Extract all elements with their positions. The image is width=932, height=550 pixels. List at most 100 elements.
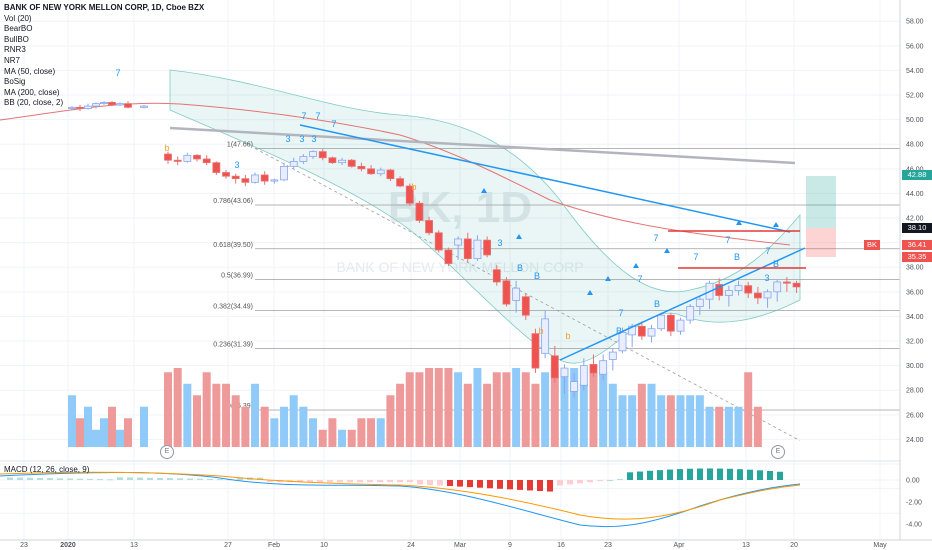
macd-histogram-bar [107,479,113,481]
long-position-tool[interactable] [806,176,836,257]
volume-bar [173,368,182,447]
volume-bar [202,372,211,447]
volume-bar [473,368,482,447]
candle-body [570,381,579,392]
legend-item[interactable]: NR7 [4,55,21,65]
volume-bar [570,368,579,447]
legend-item[interactable]: BearBO [4,24,33,34]
price-tick-label: 26.00 [906,412,924,419]
volume-bar [686,395,695,447]
legend-item[interactable]: RNR3 [4,45,26,55]
volume-bar [280,406,289,447]
earnings-marker[interactable]: E [771,445,785,459]
candle-body [173,159,182,162]
bollinger-bands [169,69,801,364]
earnings-marker[interactable]: E [160,445,174,459]
legend-item[interactable]: Vol (20) [4,13,32,23]
macd-histogram-bar [147,477,153,480]
trendlines[interactable] [299,124,806,361]
candle-body [502,280,511,305]
legend-item[interactable]: MA (50, close) [4,66,56,76]
macd-legend[interactable]: MACD (12, 26, close, 9) [4,465,90,474]
volume-bar [212,383,221,447]
candle-body [376,169,385,175]
macd-histogram-bar [137,477,143,480]
candle-body [686,306,695,321]
time-tick-label: 20 [790,542,798,549]
signal-label: b [411,182,416,192]
macd-histogram-bar [97,479,103,481]
downtrend-line[interactable] [299,124,791,233]
watermark-name: BANK OF NEW YORK MELLON CORP [336,259,583,275]
volume-bar [454,372,463,447]
candle-body [405,185,414,204]
volume-bar [744,372,753,447]
legend-item[interactable]: MA (200, close) [4,87,60,97]
candle-body [782,281,791,284]
volume-bar [647,383,656,447]
volume-bar [328,418,337,447]
volume-bar [618,395,627,447]
candle-body [560,367,569,378]
candle-body [183,154,192,162]
candle-body [647,328,656,337]
candle-body [618,332,627,352]
signal-label: B [773,259,779,269]
time-tick-label: 23 [604,542,612,549]
ticker-tag: BK [864,240,881,250]
signal-label: 7 [301,111,306,121]
macd-histogram-bar [377,480,383,483]
macd-histogram-bar [87,478,93,480]
candle-body [318,151,327,159]
price-tick-label: 58.00 [906,19,924,26]
volume-bar [753,406,762,447]
profit-zone[interactable] [806,176,836,228]
macd-tick-label: -2.00 [906,500,922,507]
candle-body [338,159,346,164]
price-tick-label: 32.00 [906,339,924,346]
buy-triangle [587,290,593,295]
volume-bar [347,429,356,447]
signal-label: 7 [653,233,658,243]
macd-histogram-bar [477,480,483,488]
candle-body [744,285,753,294]
signal-label: B [517,263,523,273]
candle-body [289,161,298,167]
legend-item[interactable]: BoSig [4,77,26,87]
candle-body [454,238,463,246]
target-price-tag: 42.88 [902,170,932,180]
signal-label: b [164,143,169,153]
candle-body [116,103,124,106]
legend-item[interactable]: BullBO [4,34,29,44]
macd-histogram-bar [467,480,473,488]
last-price-tag: 36.41 [902,240,932,250]
macd-histogram-bar [647,470,653,480]
macd-histogram-bar [317,480,323,483]
legend-item[interactable]: BB (20, close, 2) [4,98,64,108]
macd-histogram-bar [57,478,63,480]
loss-zone[interactable] [806,228,836,257]
volume-bar [357,418,366,447]
candle-body [589,363,598,374]
grid [0,0,900,540]
volume-bar [502,372,511,447]
macd-histogram-bar [587,480,593,483]
volume-bar [463,383,472,447]
uptrend-line[interactable] [559,247,806,361]
price-tick-label: 54.00 [906,68,924,75]
macd-histogram-bar [257,477,263,480]
time-tick-label: 16 [557,542,565,549]
volume-bars [68,368,762,447]
macd-histogram-bar [617,478,623,480]
macd-histogram-bar [387,480,393,483]
volume-bar [637,383,646,447]
buy-triangle [633,263,639,268]
price-tick-label: 36.00 [906,289,924,296]
macd-histogram-bar [567,480,573,485]
candle-body [637,325,646,337]
macd-histogram-bar [737,469,743,480]
macd-histogram-bar [117,477,123,480]
volume-bar [140,406,148,447]
candle-body [222,172,230,177]
